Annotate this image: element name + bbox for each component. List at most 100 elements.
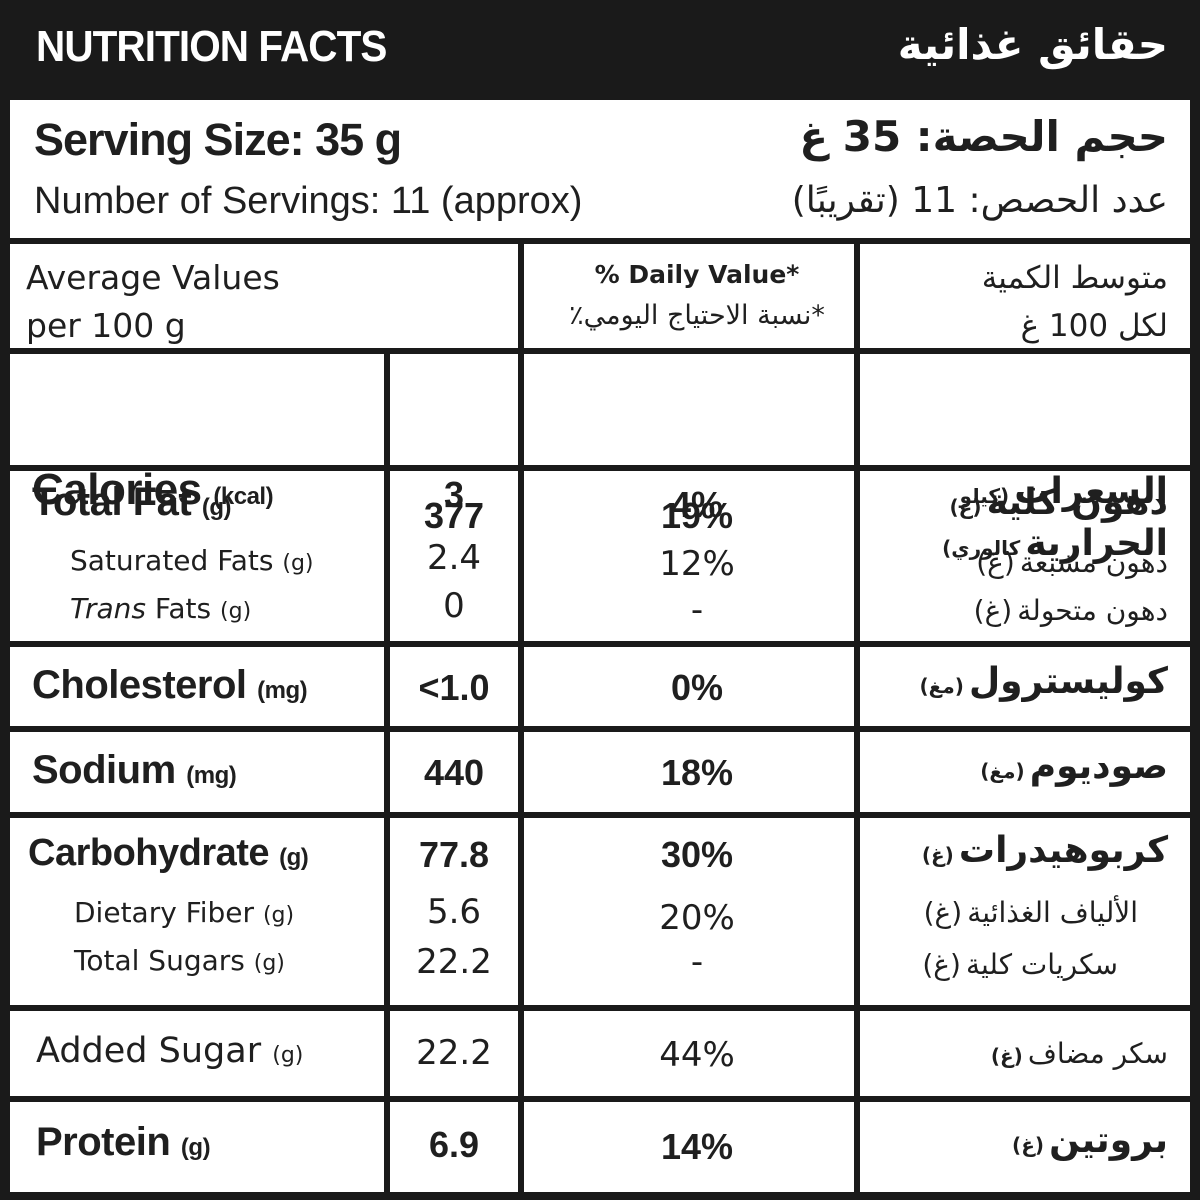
dietary-fiber-dv: 20%	[659, 898, 735, 938]
daily-value-header-ar: *نسبة الاحتياج اليومي٪	[569, 300, 825, 331]
sodium-value: 440	[423, 752, 485, 793]
avg-values-line-1: Average Values	[26, 258, 280, 297]
calories-name: Calories	[32, 465, 202, 514]
divider	[10, 812, 1190, 818]
divider	[10, 348, 1190, 354]
total-sugars-ar: سكريات كلية (غ)	[922, 948, 1118, 981]
serving-size-ar: حجم الحصة: 35 غ	[799, 112, 1168, 161]
divider	[10, 465, 1190, 471]
total-fat-value: 3	[443, 474, 465, 515]
divider	[854, 244, 860, 1192]
calories-ar: السعرات (كيلو الحرارية كالوري)	[942, 469, 1168, 573]
trans-fats-label: Trans Fats (g)	[70, 592, 251, 625]
divider	[10, 238, 1190, 244]
protein-label: Protein (g)	[36, 1120, 211, 1165]
trans-fats-ar-unit: (غ)	[973, 594, 1013, 627]
dietary-fiber-name: Dietary Fiber	[74, 896, 255, 929]
dietary-fiber-ar-name: الألياف الغذائية	[967, 896, 1138, 929]
carbohydrate-ar: كربوهيدرات (غ)	[922, 830, 1168, 871]
serving-section: Serving Size: 35 g Number of Servings: 1…	[10, 100, 1190, 238]
calories-label: Calories (kcal)	[32, 465, 274, 515]
calories-ar-2: الحرارية	[1025, 523, 1168, 564]
added-sugar-label: Added Sugar (g)	[36, 1031, 303, 1071]
sodium-ar: صوديوم (مغ)	[980, 746, 1168, 787]
total-sugars-ar-unit: (غ)	[922, 948, 961, 981]
dietary-fiber-label: Dietary Fiber (g)	[74, 896, 294, 929]
calories-ar-unit-1: (كيلو	[959, 484, 1010, 508]
calories-value: 377	[423, 495, 485, 536]
saturated-fats-label: Saturated Fats (g)	[70, 544, 314, 577]
trans-fats-value: 0	[443, 586, 465, 626]
divider	[518, 244, 524, 1192]
cholesterol-label: Cholesterol (mg)	[32, 663, 308, 708]
total-fat-ar-name: دهون كلية	[986, 482, 1168, 523]
avg-values-ar-line-2: لكل 100 غ	[1020, 308, 1168, 344]
divider	[10, 726, 1190, 732]
divider	[10, 1005, 1190, 1011]
sodium-dv: 18%	[660, 752, 734, 793]
protein-unit: (g)	[180, 1134, 211, 1161]
total-fat-ar-unit: (غ)	[949, 495, 982, 519]
divider	[10, 641, 1190, 647]
cholesterol-unit: (mg)	[257, 677, 308, 704]
cholesterol-dv: 0%	[670, 667, 724, 708]
row-dietary-fiber: Dietary Fiber (g) 5.6 20% الألياف الغذائ…	[10, 890, 1190, 940]
cholesterol-name: Cholesterol	[32, 663, 247, 707]
divider	[10, 1096, 1190, 1102]
avg-values-header-en: Average Values per 100 g	[26, 254, 280, 350]
total-sugars-dv: -	[690, 942, 704, 982]
sodium-ar-name: صوديوم	[1029, 746, 1168, 787]
saturated-fats-ar: دهون مشبعة (غ)	[976, 546, 1168, 579]
saturated-fats-ar-unit: (غ)	[976, 546, 1015, 579]
saturated-fats-value: 2.4	[426, 538, 482, 578]
saturated-fats-unit: (g)	[282, 551, 314, 576]
facts-panel: Serving Size: 35 g Number of Servings: 1…	[10, 100, 1190, 1192]
serving-size-en: Serving Size: 35 g	[34, 114, 402, 165]
title-ar: حقائق غذائية	[897, 20, 1168, 69]
calories-unit: (kcal)	[213, 483, 274, 510]
trans-fats-dv: -	[690, 590, 704, 630]
trans-fats-unit: (g)	[220, 599, 252, 624]
added-sugar-unit: (g)	[272, 1043, 304, 1068]
row-saturated-fats: Saturated Fats (g) 2.4 12% دهون مشبعة (غ…	[10, 538, 1190, 586]
sodium-label: Sodium (mg)	[32, 748, 237, 793]
added-sugar-dv: 44%	[659, 1035, 735, 1075]
protein-ar: بروتين (غ)	[1012, 1120, 1168, 1161]
saturated-fats-ar-name: دهون مشبعة	[1019, 546, 1168, 579]
calories-ar-unit-2: كالوري)	[942, 536, 1021, 560]
sodium-name: Sodium	[32, 748, 176, 792]
row-trans-fats: Trans Fats (g) 0 - دهون متحولة (غ)	[10, 586, 1190, 636]
total-sugars-ar-name: سكريات كلية	[965, 948, 1118, 981]
cholesterol-ar-unit: (مغ)	[919, 674, 964, 698]
total-sugars-label: Total Sugars (g)	[74, 944, 285, 977]
total-sugars-value: 22.2	[416, 942, 492, 982]
protein-value: 6.9	[428, 1124, 480, 1165]
trans-fats-ar-name: دهون متحولة	[1017, 594, 1168, 627]
carbohydrate-ar-unit: (غ)	[921, 843, 954, 867]
saturated-fats-dv: 12%	[659, 544, 735, 584]
daily-value-header-en: % Daily Value*	[594, 260, 800, 289]
added-sugar-ar-name: سكر مضاف	[1027, 1037, 1168, 1070]
total-fat-name: Total Fat	[32, 480, 192, 524]
added-sugar-ar-unit: (غ)	[990, 1044, 1023, 1068]
carbohydrate-label: Carbohydrate (g)	[28, 832, 309, 875]
trans-fats-ar: دهون متحولة (غ)	[974, 594, 1168, 627]
carbohydrate-name: Carbohydrate	[28, 832, 270, 874]
total-fat-unit: (g)	[201, 494, 232, 521]
carbohydrate-ar-name: كربوهيدرات	[958, 830, 1168, 871]
trans-fats-name: Fats	[154, 592, 212, 625]
row-cholesterol: Cholesterol (mg) <1.0 0% كوليسترول (مغ)	[10, 647, 1190, 726]
row-carbohydrate: Carbohydrate (g) 77.8 30% كربوهيدرات (غ)	[10, 824, 1190, 875]
protein-ar-unit: (غ)	[1012, 1133, 1044, 1157]
divider	[384, 354, 390, 1192]
protein-ar-name: بروتين	[1049, 1120, 1168, 1161]
servings-count-en: Number of Servings: 11 (approx)	[34, 180, 583, 222]
added-sugar-ar: سكر مضاف (غ)	[991, 1037, 1168, 1070]
carbohydrate-unit: (g)	[279, 844, 309, 871]
row-sodium: Sodium (mg) 440 18% صوديوم (مغ)	[10, 732, 1190, 812]
avg-values-line-2: per 100 g	[26, 306, 186, 345]
row-total-sugars: Total Sugars (g) 22.2 - سكريات كلية (غ)	[10, 942, 1190, 992]
total-sugars-name: Total Sugars	[74, 944, 245, 977]
carbohydrate-dv: 30%	[660, 834, 734, 875]
